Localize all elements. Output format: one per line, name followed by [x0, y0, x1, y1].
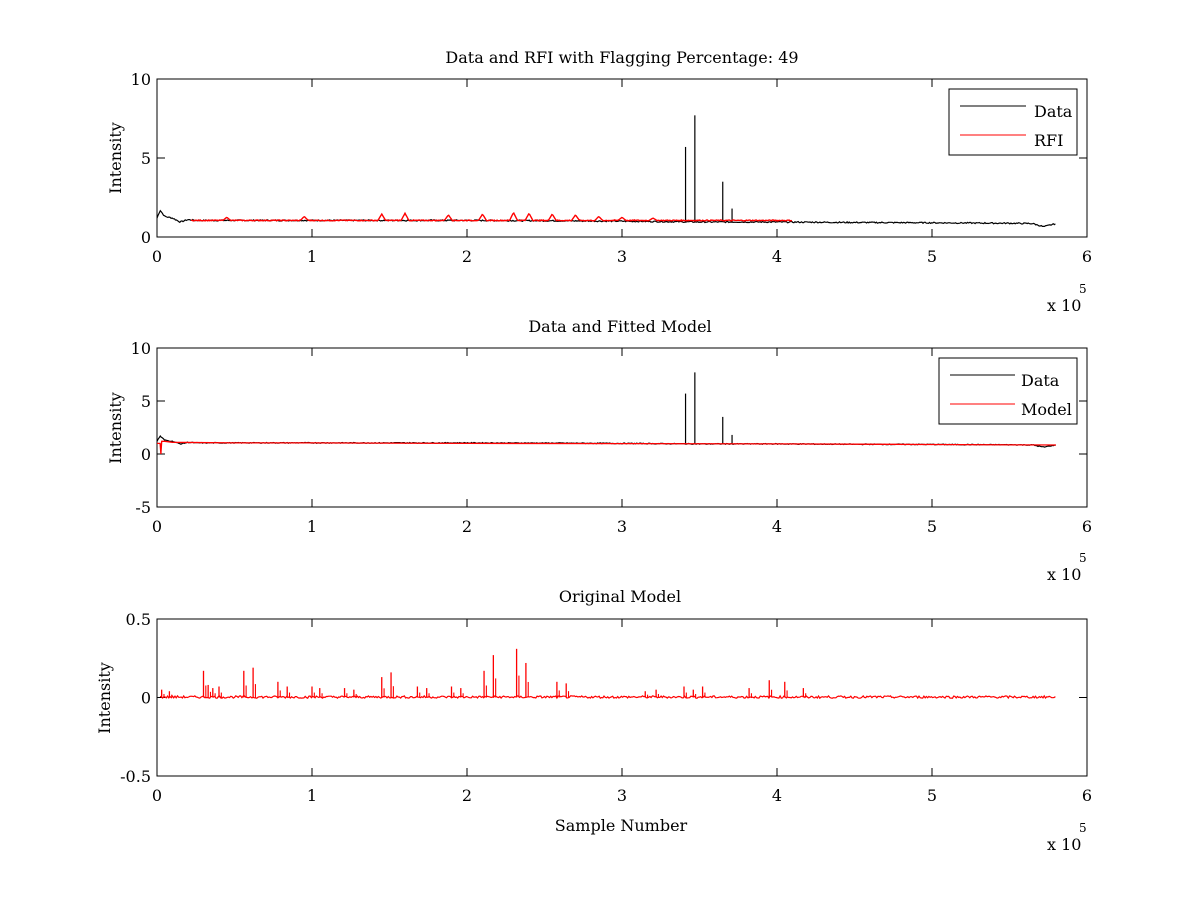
x-tick-label: 5	[927, 247, 937, 266]
legend-label-rfi: RFI	[1034, 131, 1063, 150]
chart-title: Data and RFI with Flagging Percentage: 4…	[445, 48, 798, 67]
x-tick-label: 4	[772, 517, 782, 536]
x-multiplier-exponent: 5	[1079, 551, 1087, 565]
y-tick-label: 5	[141, 392, 151, 411]
legend-label-data: Data	[1021, 371, 1060, 390]
series-model	[157, 440, 1057, 455]
x-tick-label: 0	[152, 786, 162, 805]
legend-box	[948, 88, 1078, 156]
x-tick-label: 1	[307, 786, 317, 805]
x-tick-label: 6	[1082, 517, 1092, 536]
y-axis-label: Intensity	[106, 122, 125, 194]
y-axis-label: Intensity	[106, 392, 125, 464]
panel-original-model: Original Model Intensity 0 1 2 3 4 5 6-0.500.5…	[95, 587, 1092, 854]
x-tick-label: 3	[617, 247, 627, 266]
x-tick-label: 1	[307, 247, 317, 266]
x-multiplier-label: x 10	[1047, 565, 1081, 584]
x-tick-label: 5	[927, 786, 937, 805]
x-tick-label: 6	[1082, 786, 1092, 805]
series-rfi	[190, 211, 792, 222]
legend-label-data: Data	[1034, 102, 1073, 121]
series-line	[156, 209, 1056, 228]
y-tick-label: 0.5	[126, 610, 151, 629]
x-tick-label: 2	[462, 786, 472, 805]
x-axis-label: Sample Number	[555, 816, 688, 835]
x-multiplier-exponent: 5	[1079, 282, 1087, 296]
y-tick-label: 0	[141, 445, 151, 464]
series-model-trace	[159, 648, 1056, 700]
x-tick-label: 4	[772, 786, 782, 805]
y-tick-label: -5	[135, 498, 151, 517]
chart-title: Data and Fitted Model	[528, 317, 711, 336]
y-tick-label: 0	[141, 228, 151, 247]
plot-area: 0 1 2 3 4 5 6 0 5 10	[131, 70, 1092, 266]
chart-title: Original Model	[559, 587, 681, 606]
x-multiplier-label: x 10	[1047, 835, 1081, 854]
x-multiplier-exponent: 5	[1079, 821, 1087, 835]
y-axis-label: Intensity	[95, 662, 114, 734]
x-tick-label: 0	[152, 247, 162, 266]
x-tick-label: 2	[462, 517, 472, 536]
series-line	[190, 211, 792, 222]
y-tick-label: 10	[131, 339, 151, 358]
y-tick-label: 0	[141, 689, 151, 708]
y-tick-label: 10	[131, 70, 151, 89]
legend: Data RFI	[948, 88, 1078, 156]
legend-box	[938, 357, 1078, 425]
plot-area: 0 1 2 3 4 5 6-0.500.5	[120, 610, 1092, 805]
legend: Data Model	[938, 357, 1078, 425]
x-tick-label: 1	[307, 517, 317, 536]
series-line	[159, 694, 1056, 700]
x-multiplier-label: x 10	[1047, 296, 1081, 315]
x-tick-label: 5	[927, 517, 937, 536]
legend-label-model: Model	[1021, 400, 1072, 419]
panel-fitted-model: Data and Fitted Model Intensity 0 1 2 3 4 5 6 -…	[106, 317, 1092, 584]
x-tick-label: 3	[617, 786, 627, 805]
series-line	[157, 440, 1057, 455]
x-tick-label: 2	[462, 247, 472, 266]
x-tick-label: 4	[772, 247, 782, 266]
x-tick-label: 0	[152, 517, 162, 536]
y-tick-label: -0.5	[120, 767, 151, 786]
x-tick-label: 3	[617, 517, 627, 536]
x-tick-label: 6	[1082, 247, 1092, 266]
panel-rfi: Data and RFI with Flagging Percentage: 4…	[106, 48, 1092, 315]
y-tick-label: 5	[141, 149, 151, 168]
